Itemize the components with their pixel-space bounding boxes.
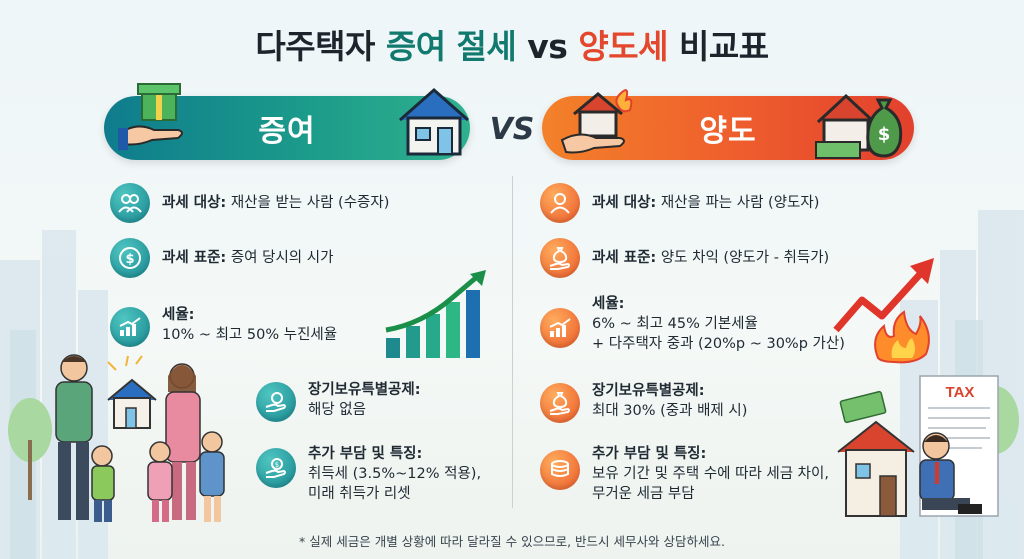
transfer-banner: 양도 $ (542, 89, 914, 160)
money-bag-hand-icon (540, 383, 580, 423)
title-part-2: 증여 절세 (385, 27, 517, 66)
person-icon (540, 183, 580, 223)
gift-item-subject: 과세 대상: 재산을 받는 사람 (수증자) (110, 183, 389, 223)
coin-stack-icon (540, 450, 580, 490)
transfer-item-extra-burden: 추가 부담 및 특징: 보유 기간 및 주택 수에 따라 세금 차이, 무거운 … (540, 446, 829, 504)
svg-text:$: $ (125, 252, 134, 267)
gift-item-tax-base: $ 과세 표준: 증여 당시의 시가 (110, 238, 333, 278)
title-part-3: vs (527, 27, 568, 66)
money-bag-hand-icon (540, 238, 580, 278)
house-money-bag-icon: $ (815, 93, 903, 159)
disclaimer-note: * 실제 세금은 개별 상황에 따라 달라질 수 있으므로, 반드시 세무사와 … (299, 534, 725, 549)
family-illustration (55, 354, 225, 522)
coin-hand-icon: $ (256, 448, 296, 488)
gift-banner-label: 증여 (258, 114, 316, 149)
people-icon (110, 183, 150, 223)
transfer-item-rate: 세율: 6% ~ 최고 45% 기본세율 + 다주택자 중과 (20%p ~ 3… (540, 296, 845, 354)
gift-item-rate: 세율: 10% ~ 최고 50% 누진세율 (110, 307, 337, 347)
rising-bars-illustration (385, 270, 486, 358)
transfer-banner-label: 양도 (699, 114, 757, 149)
transfer-item-long-term-deduction: 장기보유특별공제: 최대 30% (중과 배제 시) (540, 383, 747, 423)
page-title: 다주택자 증여 절세 vs 양도세 비교표 (0, 20, 1024, 68)
growth-chart-icon (540, 308, 580, 348)
transfer-item-subject: 과세 대상: 재산을 파는 사람 (양도자) (540, 183, 819, 223)
gift-item-long-term-deduction: 장기보유특별공제: 해당 없음 (256, 382, 421, 422)
gift-item-extra-burden: $ 추가 부담 및 특징: 취득세 (3.5%~12% 적용), 미래 취득가 … (256, 446, 481, 504)
center-divider (512, 176, 513, 508)
house-icon (399, 87, 469, 156)
house-fire-hand-icon (560, 89, 633, 154)
title-part-4: 양도세 (578, 27, 669, 66)
tax-burden-illustration (837, 375, 999, 517)
growth-chart-icon (110, 307, 150, 347)
dollar-coin-icon: $ (110, 238, 150, 278)
title-part-5: 비교표 (679, 27, 769, 66)
vs-label: VS (489, 112, 535, 147)
transfer-item-tax-base: 과세 표준: 양도 차익 (양도가 - 취득가) (540, 238, 829, 278)
rising-arrow-fire-illustration (833, 258, 934, 364)
gift-banner: 증여 (104, 83, 470, 160)
svg-text:$: $ (878, 124, 891, 145)
svg-text:$: $ (275, 461, 279, 469)
gift-hand-icon (118, 83, 183, 150)
title-part-1: 다주택자 (255, 27, 375, 66)
money-hand-icon (256, 382, 296, 422)
tax-label: TAX (945, 384, 975, 401)
